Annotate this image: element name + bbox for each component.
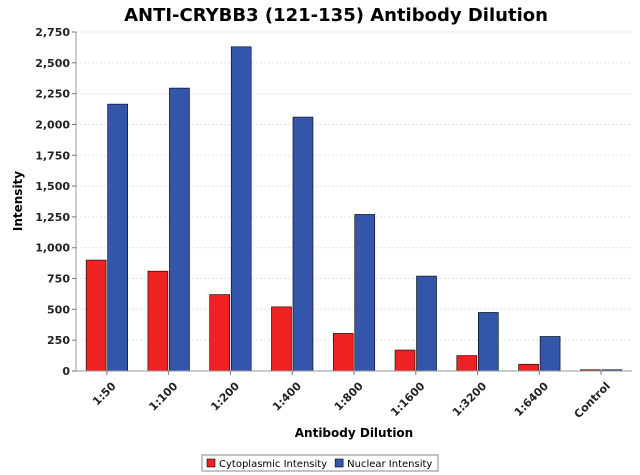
y-tick-label: 1,750: [35, 149, 70, 162]
y-tick-label: 500: [47, 303, 70, 316]
y-tick-label: 2,500: [35, 57, 70, 70]
bar-nuclear: [354, 214, 376, 372]
bar-nuclear: [478, 312, 499, 372]
bars: [85, 46, 623, 372]
legend: Cytoplasmic Intensity Nuclear Intensity: [201, 454, 439, 472]
legend-swatch: [206, 458, 216, 468]
y-axis-label: Intensity: [11, 171, 25, 231]
bar-nuclear: [230, 46, 252, 372]
bar-cytoplasmic: [518, 363, 539, 372]
x-tick-label: 1:100: [146, 379, 180, 413]
y-tick-label: 0: [62, 365, 70, 378]
x-tick-label: 1:800: [332, 379, 366, 413]
y-tick-label: 2,000: [35, 118, 70, 131]
x-tick-label: 1:3200: [450, 379, 490, 419]
bar-nuclear: [416, 275, 437, 372]
y-tick-label: 2,750: [35, 26, 70, 39]
bar-cytoplasmic: [85, 259, 107, 372]
legend-label: Nuclear Intensity: [347, 459, 432, 470]
bar-cytoplasmic: [271, 306, 292, 372]
y-tick-label: 2,250: [35, 88, 70, 101]
y-tick-label: 1,500: [35, 180, 70, 193]
chart-title: ANTI-CRYBB3 (121-135) Antibody Dilution: [124, 5, 548, 26]
bar-cytoplasmic: [209, 294, 230, 372]
bar-nuclear: [169, 87, 190, 372]
x-axis-label: Antibody Dilution: [295, 426, 413, 440]
x-tick-label: 1:200: [208, 379, 242, 413]
bar-nuclear: [539, 336, 561, 372]
y-tick-label: 750: [47, 273, 70, 286]
legend-swatch: [334, 458, 344, 468]
x-tick-label: 1:400: [270, 379, 304, 413]
x-tick-label: 1:50: [90, 379, 119, 408]
bar-cytoplasmic: [332, 333, 354, 372]
x-axis-ticks: 1:50 1:100 1:200 1:400 1:800 1:1600 1:3200 1:64…: [90, 371, 613, 421]
x-tick-label: 1:1600: [388, 379, 428, 419]
legend-label: Cytoplasmic Intensity: [219, 459, 327, 470]
y-tick-label: 1,000: [35, 242, 70, 255]
bar-nuclear: [292, 116, 314, 372]
y-tick-label: 1,250: [35, 211, 70, 224]
bar-nuclear: [107, 103, 128, 372]
x-tick-label: Control: [572, 380, 613, 421]
legend-box: [201, 454, 439, 472]
bar-cytoplasmic: [456, 355, 478, 372]
bar-cytoplasmic: [147, 270, 169, 372]
y-tick-label: 250: [47, 334, 70, 347]
grid: [76, 31, 632, 341]
y-axis-ticks: 0 250 500 750 1,000 1,250 1,500 1,750 2,000 2,250…: [35, 26, 76, 378]
x-tick-label: 1:6400: [512, 379, 552, 419]
bar-cytoplasmic: [394, 349, 416, 372]
